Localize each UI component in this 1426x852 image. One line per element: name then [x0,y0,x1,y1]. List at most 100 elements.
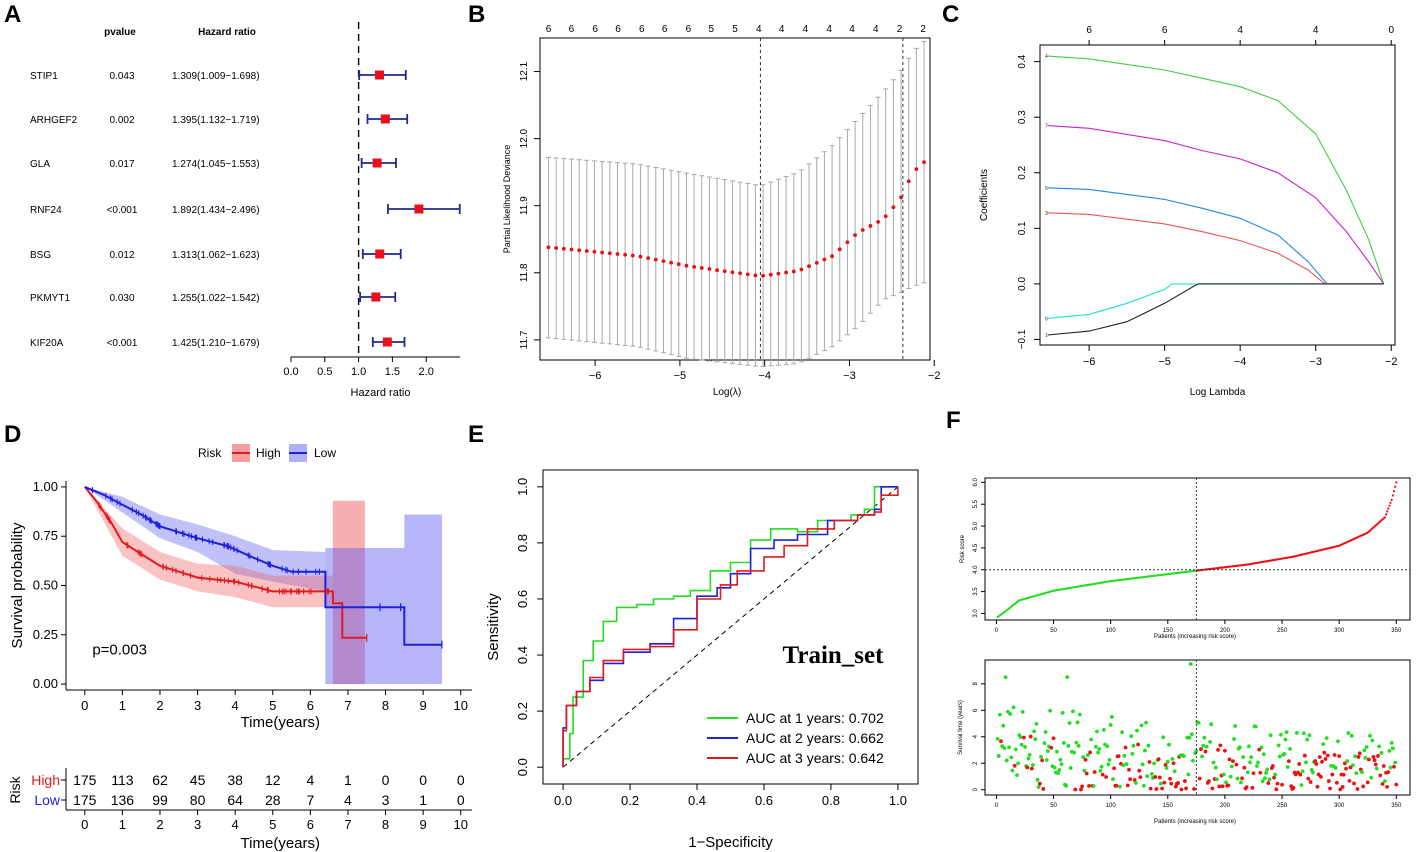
survival-alive-point [1186,772,1191,777]
roc-curve [562,486,898,768]
survival-alive-point [1097,747,1102,751]
panel-b-cv-deviance-plot: −6 −5 −4 −3 −2 11.7 11.8 11.9 12.0 12.1 6 6 6 6 6 6 6 5 5 4… [502,24,941,398]
cv-y-tick-label: 11.8 [519,263,530,282]
survival-dead-point [1313,759,1318,763]
survival-dead-point [1242,765,1247,770]
survival-alive-point [1082,768,1087,773]
cv-plot-frame [539,37,931,361]
cv-top-count-label: 5 [732,24,738,35]
survival-alive-point [1106,762,1111,767]
cv-point [569,247,574,252]
survival-dead-point [1320,759,1324,764]
cv-y-axis-title: Partial Likelihood Deviance [502,145,512,254]
survival-dead-point [1316,772,1321,777]
survival-alive-point [1259,745,1264,750]
survival-alive-point [1133,781,1138,785]
coef-path-line [1047,283,1384,319]
survival-alive-point [1194,749,1199,753]
cv-x-tick-label: −4 [758,370,771,382]
survival-dead-point [1083,757,1088,762]
survival-alive-point [1277,754,1282,759]
coef-y-axis-title: Coefficients [979,169,990,221]
risk-table-count: 99 [152,792,168,808]
km-x-tick-label: 10 [453,698,467,713]
survival-alive-point [1215,777,1219,782]
risk-score-high-point [1383,516,1386,519]
km-x-tick-label: 6 [307,698,314,713]
survival-alive-point [1007,745,1011,750]
cv-y-tick-label: 11.7 [519,330,530,349]
survival-dead-point [1271,764,1275,768]
survival-dead-point [1258,770,1263,775]
survival-dead-point [1176,781,1180,785]
survival-x-axis-title: Patients (increasing risk score) [1154,819,1236,825]
survival-alive-point [1135,728,1139,733]
forest-pvalue: 0.002 [109,115,134,126]
survival-alive-point [1076,743,1081,748]
survival-dead-point [1361,784,1366,789]
survival-dead-point [1148,786,1153,791]
survival-dead-point [1041,787,1046,791]
km-x-tick-label: 2 [156,698,163,713]
cv-y-tick-label: 12.0 [519,128,530,148]
forest-hr-point [380,114,390,124]
survival-dead-point [1199,747,1203,752]
survival-alive-point [1345,759,1350,763]
risk-score-y-tick-label: 5.0 [973,521,979,530]
cv-point [906,179,911,184]
cv-point [722,269,727,274]
risk-table-count: 1 [419,792,427,808]
survival-alive-point [1095,729,1099,734]
forest-hr-point [382,337,392,347]
km-high-curve [84,486,367,639]
survival-alive-point [1011,705,1016,710]
survival-alive-point [1387,748,1392,753]
survival-alive-point [1167,742,1171,747]
cv-x-tick-label: −2 [928,370,941,382]
survival-alive-point [1301,731,1306,736]
survival-alive-point [1393,760,1398,765]
risk-table-count: 28 [265,792,281,808]
survival-dead-point [1168,776,1172,781]
forest-gene-label: KIF20A [30,338,64,349]
cv-top-count-label: 2 [920,24,926,35]
panel-a-forest-plot: pvalue Hazard ratio STIP1 0.043 1.309(1.009−… [30,22,461,399]
survival-dead-point [1171,761,1176,766]
survival-alive-point [1362,748,1367,753]
coef-top-count-label: 4 [1313,25,1319,36]
survival-alive-point [1232,737,1236,741]
survival-alive-point [1059,762,1064,767]
cv-point [669,260,674,265]
survival-alive-point [1036,785,1041,789]
cv-point [845,240,850,245]
coef-x-tick-label: −5 [1158,356,1171,368]
survival-status-frame [984,659,1411,796]
survival-alive-point [1204,744,1209,749]
survival-alive-point [1267,777,1272,782]
risk-table-x-tick-label: 8 [382,817,389,832]
survival-alive-point [1161,735,1166,740]
risk-table-x-tick-label: 4 [232,817,239,832]
risk-score-y-axis-title: Risk score [960,534,966,563]
survival-alive-point [1307,733,1312,738]
survival-alive-point [1374,766,1379,771]
survival-alive-point [1390,746,1395,751]
forest-pvalue: <0.001 [107,338,138,349]
survival-alive-point [1072,750,1077,755]
cv-point [814,260,819,265]
survival-dead-point [1012,763,1017,768]
coef-y-tick-label: 0.3 [1017,110,1028,124]
km-x-axis-title: Time(years) [241,714,320,731]
roc-title: Train_set [783,642,885,669]
survival-dead-point [1326,779,1331,783]
survival-dead-point [1380,782,1385,786]
forest-gene-label: GLA [30,159,50,170]
survival-y-tick-label: 4 [973,734,979,738]
risk-score-high-point [1386,510,1389,513]
survival-dead-point [1226,783,1231,788]
risk-table-count: 62 [152,772,168,788]
km-x-tick-label: 1 [119,698,126,713]
coef-x-tick-label: −6 [1083,356,1096,368]
survival-x-tick-label: 300 [1334,803,1345,809]
